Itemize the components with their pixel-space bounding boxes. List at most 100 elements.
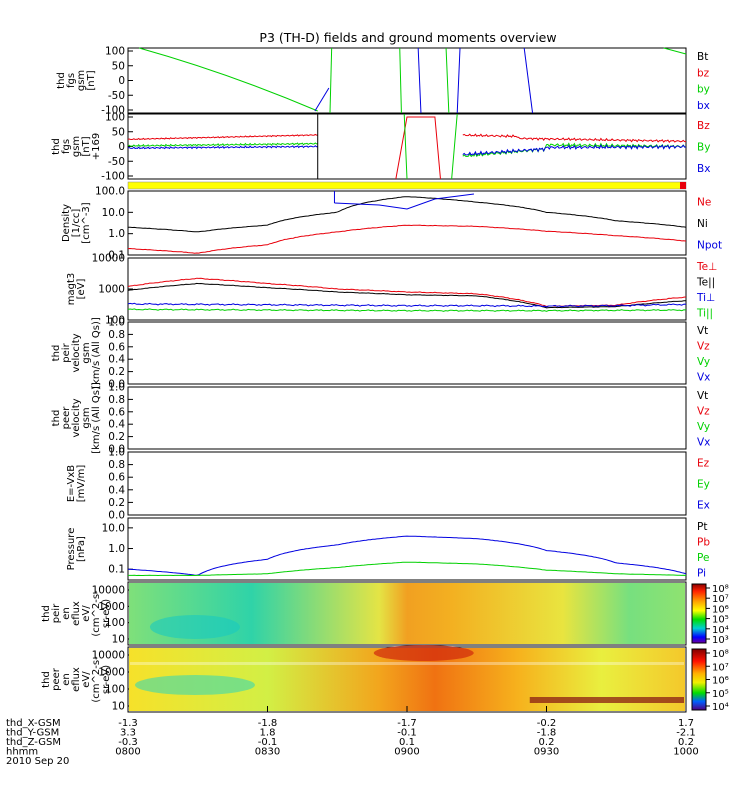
by-trace-2 bbox=[329, 47, 333, 114]
legend-Ex: Ex bbox=[697, 500, 710, 512]
legend-Pt: Pt bbox=[697, 521, 707, 533]
colorbar: 10⁸ 10⁷ 10⁶ 10⁵ 10⁴ bbox=[691, 648, 729, 713]
x-date-label: 2010 Sep 20 bbox=[6, 756, 69, 767]
colorbar-tick-label: 10⁴ bbox=[712, 625, 729, 636]
y-label-line: sr-eV) bbox=[101, 665, 112, 694]
x-row-value: 0.1 bbox=[399, 737, 415, 748]
colorbar-tick-label: 10⁸ bbox=[712, 649, 729, 660]
y-label-line: fgs bbox=[66, 73, 77, 88]
ni-trace bbox=[128, 196, 687, 233]
legend-Vy: Vy bbox=[697, 421, 710, 433]
y-label-line: en bbox=[61, 607, 72, 620]
legend-Te||: Te|| bbox=[696, 276, 715, 288]
by-trace-3 bbox=[399, 47, 450, 114]
y-label-line: gsm bbox=[71, 136, 82, 157]
legend-by: by bbox=[697, 84, 710, 96]
y-label-line: en bbox=[61, 673, 72, 686]
y-axis-label: thd peir en eflux eV/(cm^2-s-sr-eV) bbox=[41, 590, 112, 637]
y-label-line: E=-VxB bbox=[66, 465, 77, 502]
y-tick-label: 0.4 bbox=[108, 419, 125, 431]
panel-pressure: 10.0 1.0 0.1 Pressure [nPa] Pt Pb Pe Pi bbox=[66, 517, 710, 581]
y-axis-label: Pressure [nPa] bbox=[66, 528, 87, 571]
colorbar-gradient bbox=[691, 648, 707, 711]
y-label-line: [nT] bbox=[81, 136, 92, 156]
y-label-line: [km/s (All Qs)] bbox=[91, 317, 102, 389]
panel-density: 100.0 10.0 1.0 0.1 Density [1/cc] [cm^-3] Ne Ni N… bbox=[61, 186, 722, 262]
colorbar-tick-label: 10⁵ bbox=[712, 689, 729, 700]
y-tick-label: 1.0 bbox=[108, 228, 125, 240]
y-axis-label: thd fgs gsm [nT] +169 bbox=[51, 133, 102, 160]
figure-title: P3 (TH-D) fields and ground moments over… bbox=[259, 30, 556, 45]
bx-trace-3 bbox=[523, 47, 534, 114]
te-par-trace bbox=[127, 282, 686, 309]
y-label-line: fgs bbox=[61, 139, 72, 154]
y-label-line: peir bbox=[61, 342, 72, 362]
by-trace-2 bbox=[403, 113, 458, 180]
legend-Bt: Bt bbox=[697, 51, 708, 63]
legend-Ni: Ni bbox=[697, 218, 708, 230]
x-row-value: 1000 bbox=[673, 747, 698, 758]
x-row-value: -1.8 bbox=[537, 728, 557, 739]
colorbar-tick-label: 10⁵ bbox=[712, 615, 729, 626]
panel-fgs: 100 50 0 -50 -100 thd fgs gsm [nT] Bt bz by bx bbox=[56, 46, 710, 117]
y-axis-label: Density [1/cc] [cm^-3] bbox=[61, 202, 92, 243]
legend-Ti⊥: Ti⊥ bbox=[696, 292, 715, 304]
y-tick-label: 0.4 bbox=[108, 484, 125, 496]
colorbar-tick-label: 10⁷ bbox=[712, 594, 729, 605]
y-label-line: Pressure bbox=[66, 528, 77, 571]
x-row-value: 0830 bbox=[255, 747, 280, 758]
y-label-line: [cm^-3] bbox=[81, 202, 92, 243]
y-label-line: gsm bbox=[76, 70, 87, 91]
legend-Vx: Vx bbox=[697, 436, 710, 448]
y-tick-label: 10 bbox=[112, 634, 125, 646]
y-label-line: [mV/m] bbox=[76, 465, 87, 503]
bz-trace-3 bbox=[462, 133, 687, 143]
y-tick-label: 0.4 bbox=[108, 354, 125, 366]
y-label-line: thd bbox=[51, 410, 62, 427]
legend-Ey: Ey bbox=[697, 479, 710, 491]
y-tick-label: 100.0 bbox=[95, 186, 125, 198]
y-label-line: [eV] bbox=[76, 279, 87, 300]
y-label-line: [nT] bbox=[86, 70, 97, 90]
y-tick-label: 1.0 bbox=[108, 317, 125, 329]
legend-Vt: Vt bbox=[697, 325, 708, 337]
y-tick-label: 0 bbox=[118, 141, 125, 153]
y-label-line: velocity bbox=[71, 333, 82, 372]
y-axis-label: thd peir velocity gsm [km/s (All Qs)] bbox=[51, 317, 102, 389]
y-label-line: [km/s (All Qs)] bbox=[91, 382, 102, 454]
y-tick-label: 0.1 bbox=[108, 250, 125, 262]
legend-Pi: Pi bbox=[697, 567, 706, 579]
bz-trace bbox=[127, 133, 318, 141]
legend-Pb: Pb bbox=[697, 536, 710, 548]
y-tick-label: 0 bbox=[118, 75, 125, 87]
y-tick-label: 0.0 bbox=[108, 510, 125, 522]
legend-Ti||: Ti|| bbox=[696, 307, 713, 319]
y-tick-label: 10000 bbox=[92, 253, 125, 265]
y-tick-label: 100 bbox=[105, 46, 125, 58]
y-tick-label: 100 bbox=[105, 684, 125, 696]
colorbar-tick-label: 10³ bbox=[712, 635, 729, 646]
ti-perp-trace bbox=[127, 302, 687, 308]
y-tick-label: 0.0 bbox=[108, 379, 125, 391]
panel-frame bbox=[127, 321, 687, 385]
x-row-value: 0.2 bbox=[678, 737, 694, 748]
panel-frame bbox=[127, 47, 687, 114]
panel-frame bbox=[127, 581, 687, 646]
y-tick-label: 0.6 bbox=[108, 341, 125, 353]
legend-Vt: Vt bbox=[697, 390, 708, 402]
x-row-value: 0930 bbox=[534, 747, 559, 758]
y-label-line: eV/ bbox=[81, 605, 92, 622]
colorbar-tick-label: 10⁶ bbox=[712, 676, 729, 687]
x-row-label: thd_Y-GSM bbox=[6, 728, 59, 739]
x-row-value: -0.1 bbox=[258, 737, 278, 748]
y-label-line: thd bbox=[41, 605, 52, 622]
bx-trace bbox=[314, 87, 330, 112]
colorbar-tick-label: 10⁸ bbox=[712, 584, 729, 595]
y-label-line: eV/ bbox=[81, 671, 92, 688]
y-label-line: [1/cc] bbox=[71, 209, 82, 238]
